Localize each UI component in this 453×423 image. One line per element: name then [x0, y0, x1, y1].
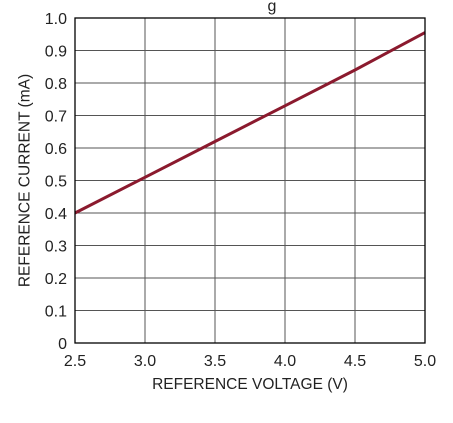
y-tick-label: 0.8 [45, 76, 67, 93]
y-tick-label: 0.7 [45, 109, 67, 126]
y-tick-label: 0.9 [45, 44, 67, 61]
series-layer [74, 31, 426, 215]
y-tick-label: 0.3 [45, 239, 67, 256]
y-tick-label: 0.1 [45, 304, 67, 321]
y-tick-label: 0.6 [45, 141, 67, 158]
y-tick-label: 0.2 [45, 271, 67, 288]
x-tick-label: 2.5 [64, 353, 86, 370]
y-tick-label: 0.4 [45, 206, 67, 223]
x-tick-label: 4.5 [344, 353, 366, 370]
grid [74, 17, 426, 344]
x-tick-label: 3.5 [204, 353, 226, 370]
y-axis-label: REFERENCE CURRENT (mA) [16, 74, 33, 287]
plot-frame [74, 17, 426, 344]
chart-title-fragment: g [268, 0, 277, 15]
x-tick-label: 4.0 [274, 353, 296, 370]
y-tick-label: 0 [58, 336, 67, 353]
x-tick-label: 3.0 [134, 353, 156, 370]
y-tick-label: 1.0 [45, 11, 67, 28]
x-axis-label: REFERENCE VOLTAGE (V) [152, 376, 348, 393]
series-line-0 [74, 31, 426, 215]
y-tick-label: 0.5 [45, 174, 67, 191]
x-tick-label: 5.0 [414, 353, 436, 370]
tick-labels: 2.5 3.0 3.5 4.0 4.5 5.0 0 0.1 0.2 0.3 0.4 0.5 0.6 0.7… [45, 11, 436, 370]
